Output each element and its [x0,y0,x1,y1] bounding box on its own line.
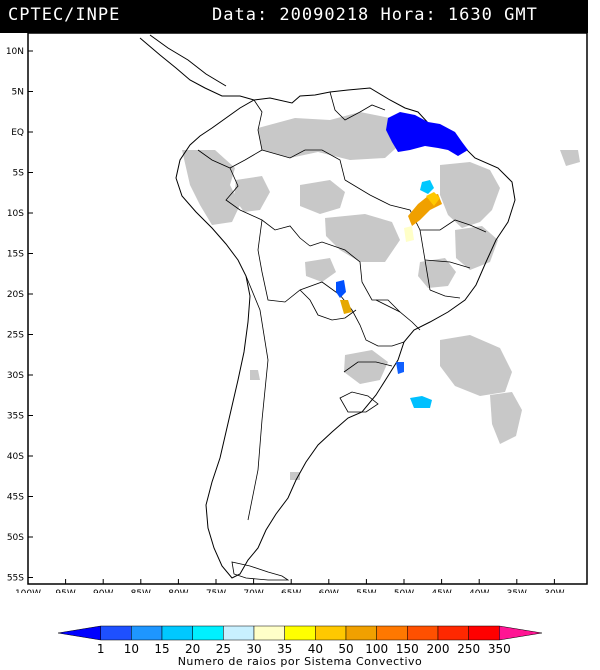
lon-label: 85W [131,589,151,593]
lon-label: 30W [544,589,564,593]
lat-label: 5N [12,88,24,98]
colorbar-box [223,625,255,641]
lightning-cluster-atlantic [410,396,432,408]
lon-label: 90W [93,589,113,593]
colorbar-box [100,625,132,641]
lightning-clusters [336,112,468,408]
lon-label: 45W [431,589,451,593]
colorbar-box [376,625,408,641]
colorbar-box [253,625,285,641]
map-frame [27,33,588,585]
lat-label: 5S [13,169,25,179]
colorbar-boxes [57,625,543,641]
lat-label: 10S [7,209,24,219]
tierra-del-fuego [231,561,290,581]
cloud-northeast [440,162,500,228]
lat-label: 15S [7,250,24,260]
datetime-label: Data: 20090218 Hora: 1630 GMT [212,5,538,25]
cloud-andes-north [182,150,240,225]
cloud-atlantic-south [440,335,512,396]
lat-label: 40S [7,452,24,462]
colorbar-label: 200 [427,642,450,655]
colorbar-box [499,625,543,641]
lon-label: 55W [356,589,376,593]
colorbar-box [437,625,469,641]
colorbar-box [131,625,163,641]
lightning-cluster-amazon [386,112,468,156]
colorbar-label: 150 [396,642,419,655]
lon-label: 40W [469,589,489,593]
cloud-rs [344,350,388,384]
lat-label: 25S [7,331,24,341]
colorbar: 1 10 15 20 25 30 35 40 50 100 150 200 250 350 [57,625,543,655]
lightning-cluster-paraguay-south [340,300,352,314]
lightning-cluster-maranhao [420,180,434,194]
colorbar-label: 250 [457,642,480,655]
lat-label: 30S [7,371,24,381]
cloud-atlantic-far [490,392,522,444]
colorbar-label: 30 [246,642,261,655]
latitude-axis: 10N 5N EQ 5S 10S 15S 20S 25S 30S 35S 40S 45S 50S 55S [6,47,33,584]
lon-label: 80W [168,589,188,593]
lat-label: EQ [11,128,24,138]
cloud-atlantic-ne [560,150,580,166]
colorbar-box [315,625,347,641]
colorbar-box [468,625,500,641]
colorbar-label: 50 [338,642,353,655]
colorbar-label: 35 [277,642,292,655]
lightning-cluster-tocantins-2 [426,192,440,206]
cloud-amazon-north [258,112,405,160]
lat-label: 50S [7,533,24,543]
lon-label: 70W [243,589,263,593]
colorbar-label: 1 [97,642,105,655]
lightning-map: 10N5NEQ5S10S15S20S25S30S35S40S45S50S55S … [6,33,588,593]
country-borders [197,91,487,521]
source-label: CPTEC/INPE [8,5,121,25]
colorbar-box [345,625,377,641]
colorbar-labels: 1 10 15 20 25 30 35 40 50 100 150 200 250 350 [97,642,511,655]
cloud-minas [418,258,456,288]
lat-label: 20S [7,290,24,300]
colorbar-label: 15 [154,642,169,655]
colorbar-box [284,625,316,641]
cloud-bolivia [305,258,336,282]
lightning-cluster-rs [396,362,404,374]
lon-label: 50W [394,589,414,593]
lon-label: 75W [206,589,226,593]
cloud-mato-grosso [325,214,400,262]
lon-label: 65W [281,589,301,593]
colorbar-box [407,625,439,641]
colorbar-box [192,625,224,641]
lon-label: 100W [15,589,41,593]
lightning-cluster-paraguay [336,280,346,298]
cloud-chile [250,370,260,380]
colorbar-label: 100 [365,642,388,655]
lightning-cluster-tocantins-3 [404,226,414,242]
central-america-coastline [139,34,255,101]
cloud-amazon-central [300,180,345,214]
lon-label: 35W [507,589,527,593]
colorbar-label: 40 [308,642,323,655]
cloud-peru [234,176,270,212]
colorbar-box [57,625,101,641]
colorbar-label: 20 [185,642,200,655]
lon-label: 95W [55,589,75,593]
header-bar: CPTEC/INPE Data: 20090218 Hora: 1630 GMT [0,0,588,33]
colorbar-label: 25 [216,642,231,655]
colorbar-label: 350 [488,642,511,655]
colorbar-title: Numero de raios por Sistema Convectivo [177,655,423,668]
lat-label: 10N [6,47,24,57]
lat-label: 35S [7,412,24,422]
colorbar-box [161,625,193,641]
lon-label: 60W [319,589,339,593]
lat-label: 55S [7,574,24,584]
longitude-axis: 100W 95W 90W 85W 80W 75W 70W 65W 60W 55W 50W 45W 40W… [15,579,565,593]
lat-label: 45S [7,493,24,503]
colorbar-label: 10 [124,642,139,655]
